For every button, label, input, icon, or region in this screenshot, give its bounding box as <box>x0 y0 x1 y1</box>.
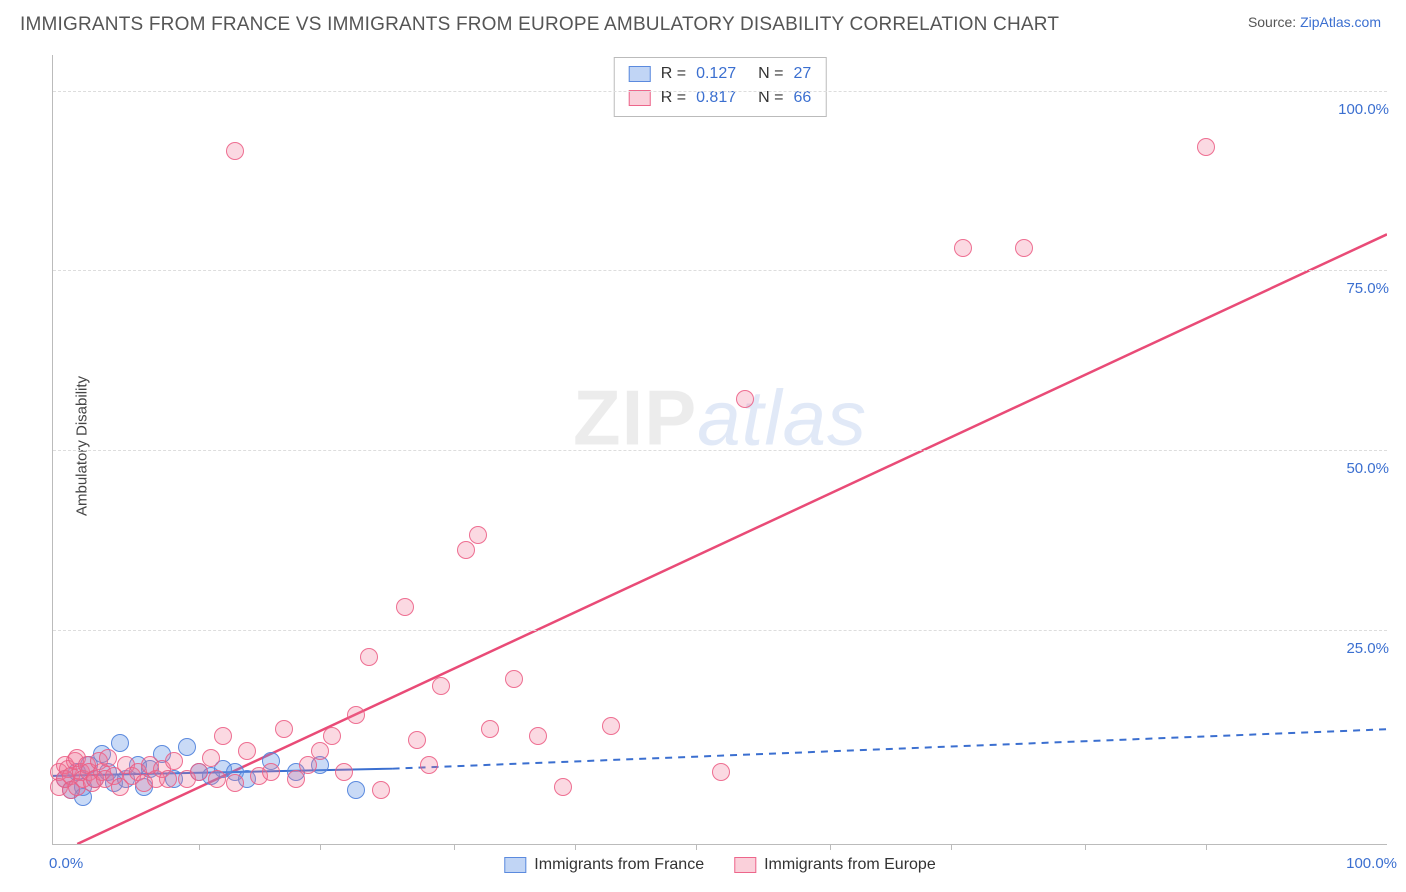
data-point <box>238 742 256 760</box>
x-axis-min-label: 0.0% <box>49 855 83 872</box>
swatch-pink-icon <box>629 90 651 106</box>
stat-r-europe: 0.817 <box>696 86 736 110</box>
data-point <box>190 763 208 781</box>
data-point <box>505 670 523 688</box>
data-point <box>432 677 450 695</box>
data-point <box>481 720 499 738</box>
data-point <box>178 738 196 756</box>
x-tick <box>830 844 831 850</box>
data-point <box>262 763 280 781</box>
stats-legend: R = 0.127 N = 27 R = 0.817 N = 66 <box>614 57 827 117</box>
y-tick-label: 50.0% <box>1346 460 1389 477</box>
data-point <box>214 727 232 745</box>
chart-title: IMMIGRANTS FROM FRANCE VS IMMIGRANTS FRO… <box>20 14 1059 36</box>
data-point <box>396 598 414 616</box>
data-point <box>159 770 177 788</box>
stat-r-france: 0.127 <box>696 62 736 86</box>
x-tick <box>454 844 455 850</box>
y-tick-label: 25.0% <box>1346 640 1389 657</box>
stats-row-europe: R = 0.817 N = 66 <box>629 86 812 110</box>
data-point <box>554 778 572 796</box>
swatch-blue-icon <box>629 66 651 82</box>
data-point <box>335 763 353 781</box>
data-point <box>226 142 244 160</box>
x-tick <box>575 844 576 850</box>
stat-n-europe: 66 <box>793 86 811 110</box>
x-axis-max-label: 100.0% <box>1346 855 1397 872</box>
x-tick <box>951 844 952 850</box>
legend-label-france: Immigrants from France <box>534 856 704 874</box>
gridline <box>53 91 1387 92</box>
data-point <box>372 781 390 799</box>
stat-r-label: R = <box>661 86 686 110</box>
swatch-blue-icon <box>504 857 526 873</box>
stat-n-label: N = <box>758 86 783 110</box>
data-point <box>1015 239 1033 257</box>
data-point <box>287 770 305 788</box>
legend-item-france: Immigrants from France <box>504 856 704 874</box>
x-tick <box>199 844 200 850</box>
series-legend: Immigrants from France Immigrants from E… <box>504 856 935 874</box>
data-point <box>712 763 730 781</box>
x-tick <box>1085 844 1086 850</box>
swatch-pink-icon <box>734 857 756 873</box>
scatter-plot-area: ZIPatlas R = 0.127 N = 27 R = 0.817 N = … <box>52 55 1387 845</box>
stat-r-label: R = <box>661 62 686 86</box>
data-point <box>347 706 365 724</box>
legend-item-europe: Immigrants from Europe <box>734 856 936 874</box>
gridline <box>53 630 1387 631</box>
data-point <box>529 727 547 745</box>
data-point <box>202 749 220 767</box>
gridline <box>53 450 1387 451</box>
x-tick <box>1206 844 1207 850</box>
data-point <box>602 717 620 735</box>
data-point <box>111 734 129 752</box>
data-point <box>420 756 438 774</box>
watermark-zip: ZIP <box>573 373 697 461</box>
data-point <box>457 541 475 559</box>
data-point <box>1197 138 1215 156</box>
x-tick <box>320 844 321 850</box>
source-link[interactable]: ZipAtlas.com <box>1300 14 1381 30</box>
data-point <box>275 720 293 738</box>
legend-label-europe: Immigrants from Europe <box>764 856 936 874</box>
stats-row-france: R = 0.127 N = 27 <box>629 62 812 86</box>
x-tick <box>696 844 697 850</box>
data-point <box>311 742 329 760</box>
data-point <box>360 648 378 666</box>
data-point <box>323 727 341 745</box>
data-point <box>347 781 365 799</box>
data-point <box>954 239 972 257</box>
data-point <box>226 774 244 792</box>
data-point <box>299 756 317 774</box>
stat-n-france: 27 <box>793 62 811 86</box>
stat-n-label: N = <box>758 62 783 86</box>
y-tick-label: 75.0% <box>1346 280 1389 297</box>
data-point <box>165 752 183 770</box>
data-point <box>99 749 117 767</box>
y-tick-label: 100.0% <box>1338 101 1389 118</box>
watermark-atlas: atlas <box>697 373 867 461</box>
source-prefix: Source: <box>1248 14 1300 30</box>
data-point <box>469 526 487 544</box>
source-attribution: Source: ZipAtlas.com <box>1248 14 1381 30</box>
data-point <box>208 770 226 788</box>
gridline <box>53 270 1387 271</box>
data-point <box>408 731 426 749</box>
data-point <box>736 390 754 408</box>
